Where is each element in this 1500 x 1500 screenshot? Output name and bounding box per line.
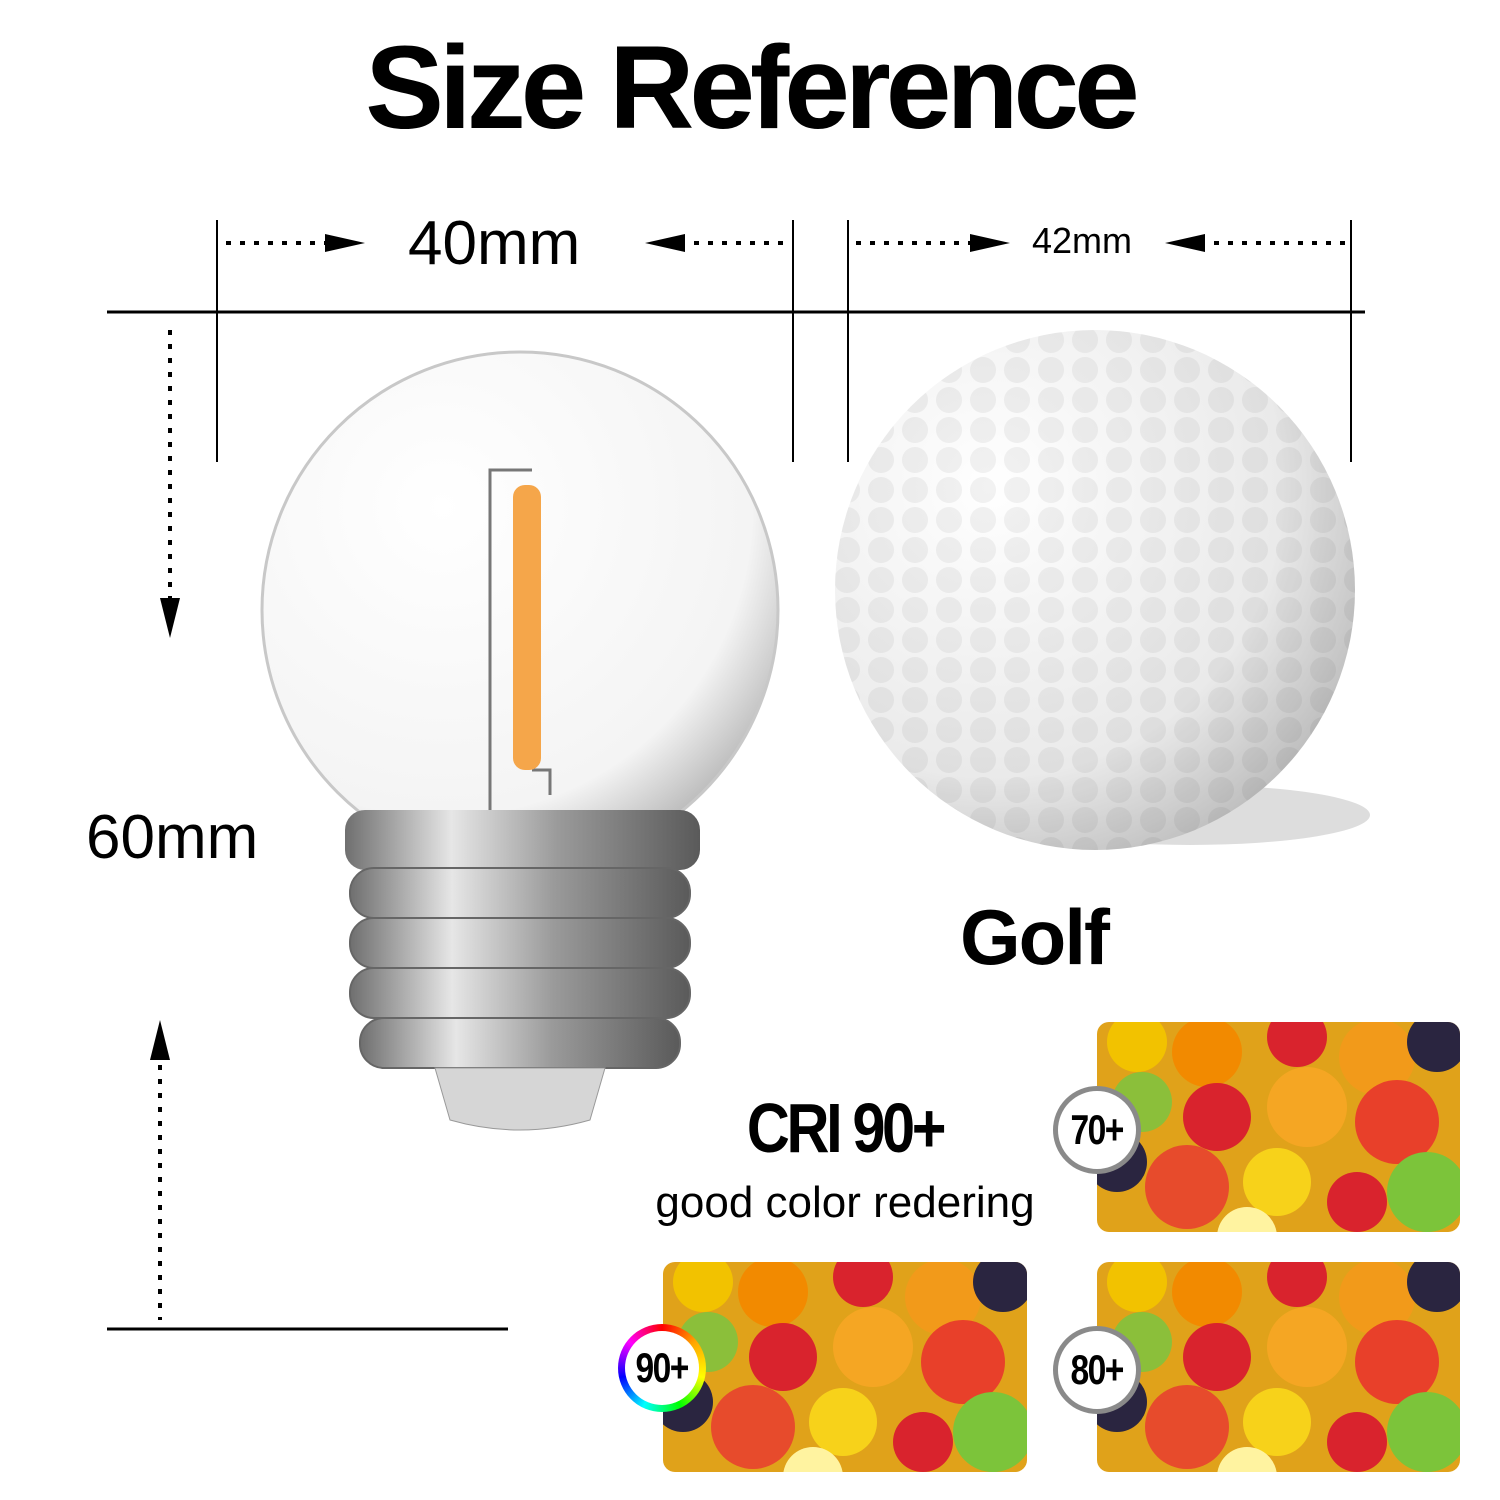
fruit <box>1355 1080 1439 1164</box>
fruit <box>1355 1320 1439 1404</box>
fruit <box>921 1320 1005 1404</box>
golf-ball-image <box>835 330 1370 850</box>
fruit <box>1217 1447 1277 1472</box>
fruit <box>1243 1388 1311 1456</box>
fruit <box>893 1412 953 1472</box>
fruit <box>1107 1022 1167 1072</box>
fruit <box>973 1262 1027 1312</box>
fruit <box>738 1262 808 1327</box>
filament <box>513 485 541 770</box>
fruit <box>1183 1083 1251 1151</box>
arrow-left-icon <box>645 234 685 252</box>
fruit <box>1145 1385 1229 1469</box>
cri-subtitle: good color redering <box>655 1178 1035 1227</box>
fruit <box>833 1307 913 1387</box>
fruit <box>809 1388 877 1456</box>
fruit <box>711 1385 795 1469</box>
fruit <box>1327 1172 1387 1232</box>
fruit <box>1107 1262 1167 1312</box>
cri-70-badge: 70+ <box>1053 1086 1141 1174</box>
fruit <box>1183 1323 1251 1391</box>
fruit <box>1387 1392 1460 1472</box>
arrow-down-icon <box>160 598 180 638</box>
fruit-photo-cri90 <box>663 1262 1027 1472</box>
fruit <box>1267 1262 1327 1307</box>
arrow-right-icon <box>970 234 1010 252</box>
arrow-right-icon <box>325 234 365 252</box>
page-title: Size Reference <box>365 22 1140 154</box>
fruit <box>1327 1412 1387 1472</box>
led-bulb-image <box>260 350 780 1131</box>
cri-heading: CRI 90+ <box>746 1089 947 1167</box>
fruit <box>1243 1148 1311 1216</box>
fruit <box>953 1392 1027 1472</box>
cri-90-badge: 90+ <box>618 1324 706 1412</box>
golf-label: Golf <box>960 893 1110 981</box>
fruit <box>905 1262 981 1335</box>
fruit <box>783 1447 843 1472</box>
fruit <box>1267 1067 1347 1147</box>
golf-width-label: 42mm <box>1032 220 1133 261</box>
fruit <box>1172 1262 1242 1327</box>
fruit <box>1339 1262 1415 1335</box>
fruit <box>1407 1022 1460 1072</box>
fruit <box>1407 1262 1460 1312</box>
fruit-photo-cri80 <box>1097 1262 1460 1472</box>
bulb-width-label: 40mm <box>408 209 581 278</box>
arrow-up-icon <box>150 1020 170 1060</box>
fruit <box>1267 1022 1327 1067</box>
fruit <box>833 1262 893 1307</box>
bulb-height-label: 60mm <box>86 803 259 872</box>
cri-80-badge: 80+ <box>1053 1326 1141 1414</box>
fruit <box>749 1323 817 1391</box>
arrow-left-icon <box>1165 234 1205 252</box>
fruit <box>1267 1307 1347 1387</box>
fruit <box>1217 1207 1277 1232</box>
fruit <box>1145 1145 1229 1229</box>
fruit <box>1339 1022 1415 1095</box>
fruit <box>1172 1022 1242 1087</box>
fruit-photo-cri70 <box>1097 1022 1460 1232</box>
fruit <box>673 1262 733 1312</box>
fruit <box>1387 1152 1460 1232</box>
